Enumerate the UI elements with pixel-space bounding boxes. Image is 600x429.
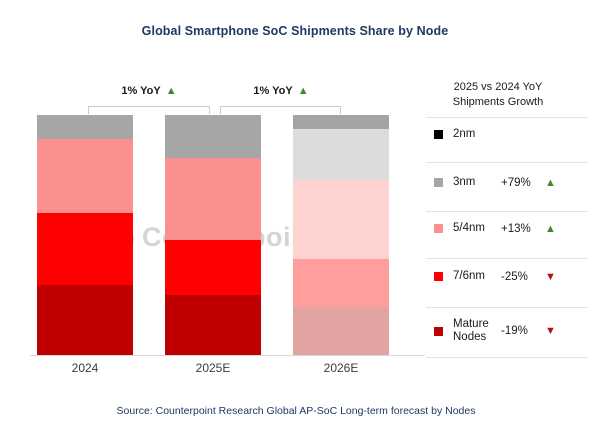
legend-row: 2nm bbox=[426, 128, 588, 141]
yoy-annotation-2: 1% YoY ▲ bbox=[220, 85, 342, 101]
legend-label: 3nm bbox=[453, 176, 476, 188]
legend-swatch-5-4nm bbox=[434, 224, 443, 233]
legend-separator bbox=[426, 117, 588, 118]
legend-label: 7/6nm bbox=[453, 270, 485, 282]
legend-separator bbox=[426, 307, 588, 308]
legend-value: +79% bbox=[501, 176, 531, 189]
legend-panel: 2025 vs 2024 YoY Shipments Growth 2nm 3n… bbox=[426, 80, 588, 358]
bar-segment-5-4nm bbox=[165, 158, 261, 240]
yoy-bracket-1 bbox=[88, 106, 210, 114]
legend-header: 2025 vs 2024 YoY Shipments Growth bbox=[426, 80, 588, 110]
legend-value: +13% bbox=[501, 222, 531, 235]
bar-segment-7-6nm bbox=[37, 213, 133, 286]
legend-swatch-3nm bbox=[434, 178, 443, 187]
trend-icon: ▲ bbox=[545, 176, 556, 189]
yoy-annotation-2-label: 1% YoY bbox=[253, 85, 293, 97]
trend-icon: ▲ bbox=[545, 222, 556, 235]
chart-title: Global Smartphone SoC Shipments Share by… bbox=[141, 24, 449, 38]
bar-segment-mature-nodes bbox=[37, 285, 133, 355]
bar-column bbox=[165, 115, 261, 355]
legend-row: 7/6nm -25% ▼ bbox=[426, 270, 588, 283]
bar-segment-3nm bbox=[165, 115, 261, 159]
up-triangle-icon: ▲ bbox=[297, 85, 309, 97]
bar-segment-5-4nm bbox=[37, 139, 133, 214]
legend-separator bbox=[426, 162, 588, 163]
bar-segment-3nm bbox=[37, 115, 133, 139]
bar-segment-7-6nm bbox=[293, 258, 389, 307]
x-axis-label-2025e: 2025E bbox=[195, 361, 231, 375]
bar-segment-7-6nm bbox=[165, 239, 261, 295]
trend-icon: ▼ bbox=[545, 270, 556, 283]
legend-swatch-7-6nm bbox=[434, 272, 443, 281]
x-axis-label-2024: 2024 bbox=[71, 361, 99, 375]
trend-icon: ▼ bbox=[545, 325, 556, 337]
bar-segment-5-4nm bbox=[293, 179, 389, 259]
yoy-annotation-1: 1% YoY ▲ bbox=[88, 85, 210, 101]
up-triangle-icon: ▲ bbox=[165, 85, 177, 97]
legend-swatch-mature-nodes bbox=[434, 326, 443, 336]
yoy-bracket-2 bbox=[220, 106, 341, 114]
bar-column bbox=[37, 115, 133, 355]
yoy-annotation-1-label: 1% YoY bbox=[121, 85, 161, 97]
legend-value: -19% bbox=[501, 325, 528, 337]
legend-separator bbox=[426, 357, 588, 358]
legend-row: 3nm +79% ▲ bbox=[426, 176, 588, 189]
legend-header-line1: 2025 vs 2024 YoY bbox=[453, 81, 543, 93]
bar-segment-3nm bbox=[293, 129, 389, 180]
legend-value: -25% bbox=[501, 270, 528, 283]
legend-row: 5/4nm +13% ▲ bbox=[426, 222, 588, 235]
bar-column bbox=[293, 115, 389, 355]
bar-segment-mature-nodes bbox=[293, 306, 389, 355]
legend-label: 5/4nm bbox=[453, 222, 485, 234]
legend-swatch-2nm bbox=[434, 130, 443, 139]
legend-separator bbox=[426, 211, 588, 212]
legend-label: 2nm bbox=[453, 128, 476, 140]
bar-segment-2nm bbox=[293, 115, 389, 130]
x-axis-label-2026e: 2026E bbox=[323, 361, 359, 375]
x-axis-line bbox=[30, 355, 425, 356]
legend-header-line2: Shipments Growth bbox=[452, 96, 544, 108]
bar-segment-mature-nodes bbox=[165, 294, 261, 355]
legend-label: Mature Nodes bbox=[453, 318, 489, 343]
source-note: Source: Counterpoint Research Global AP-… bbox=[116, 405, 476, 417]
legend-row: Mature Nodes -19% ▼ bbox=[426, 318, 588, 344]
legend-separator bbox=[426, 258, 588, 259]
